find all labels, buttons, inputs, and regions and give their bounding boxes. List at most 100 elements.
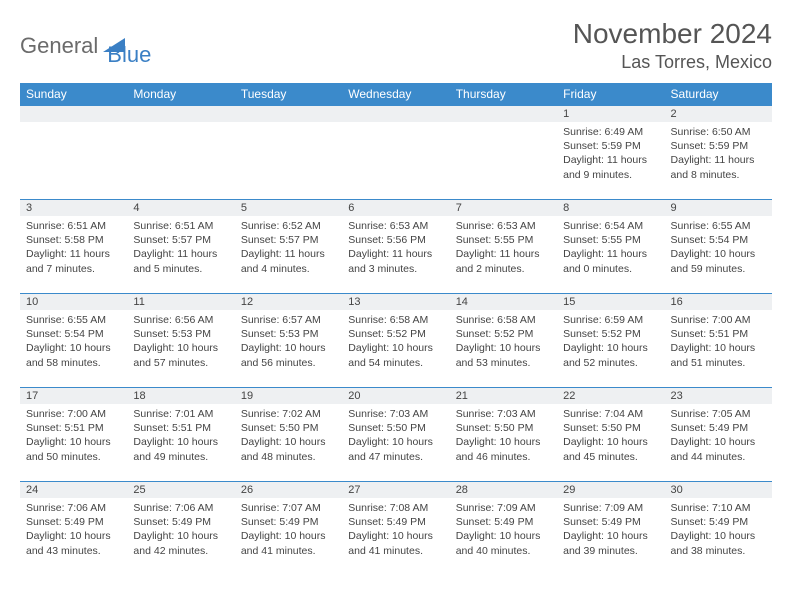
day-details (127, 122, 234, 131)
calendar-day-cell (235, 106, 342, 200)
sunset-text: Sunset: 5:54 PM (671, 233, 766, 247)
sunrise-text: Sunrise: 6:54 AM (563, 219, 658, 233)
daylight-text: Daylight: 10 hours and 38 minutes. (671, 529, 766, 557)
day-number: 16 (665, 294, 772, 310)
day-details: Sunrise: 6:55 AMSunset: 5:54 PMDaylight:… (665, 216, 772, 282)
calendar-table: Sunday Monday Tuesday Wednesday Thursday… (20, 83, 772, 576)
day-header: Tuesday (235, 83, 342, 106)
day-details: Sunrise: 6:51 AMSunset: 5:57 PMDaylight:… (127, 216, 234, 282)
calendar-day-cell: 18Sunrise: 7:01 AMSunset: 5:51 PMDayligh… (127, 388, 234, 482)
header: General Blue November 2024 Las Torres, M… (20, 18, 772, 73)
day-details: Sunrise: 6:59 AMSunset: 5:52 PMDaylight:… (557, 310, 664, 376)
day-header: Saturday (665, 83, 772, 106)
calendar-week-row: 1Sunrise: 6:49 AMSunset: 5:59 PMDaylight… (20, 106, 772, 200)
calendar-day-cell: 13Sunrise: 6:58 AMSunset: 5:52 PMDayligh… (342, 294, 449, 388)
sunset-text: Sunset: 5:49 PM (241, 515, 336, 529)
sunset-text: Sunset: 5:49 PM (133, 515, 228, 529)
day-details: Sunrise: 7:01 AMSunset: 5:51 PMDaylight:… (127, 404, 234, 470)
title-block: November 2024 Las Torres, Mexico (573, 18, 772, 73)
day-number: 9 (665, 200, 772, 216)
sunrise-text: Sunrise: 6:51 AM (26, 219, 121, 233)
day-number (127, 106, 234, 122)
calendar-day-cell: 14Sunrise: 6:58 AMSunset: 5:52 PMDayligh… (450, 294, 557, 388)
daylight-text: Daylight: 11 hours and 3 minutes. (348, 247, 443, 275)
sunrise-text: Sunrise: 7:00 AM (671, 313, 766, 327)
sunset-text: Sunset: 5:49 PM (26, 515, 121, 529)
day-number: 15 (557, 294, 664, 310)
sunset-text: Sunset: 5:53 PM (241, 327, 336, 341)
day-details: Sunrise: 7:07 AMSunset: 5:49 PMDaylight:… (235, 498, 342, 564)
day-number: 21 (450, 388, 557, 404)
daylight-text: Daylight: 10 hours and 53 minutes. (456, 341, 551, 369)
sunset-text: Sunset: 5:50 PM (456, 421, 551, 435)
calendar-day-cell (450, 106, 557, 200)
daylight-text: Daylight: 10 hours and 56 minutes. (241, 341, 336, 369)
calendar-day-cell (20, 106, 127, 200)
day-details (450, 122, 557, 131)
sunset-text: Sunset: 5:51 PM (133, 421, 228, 435)
daylight-text: Daylight: 10 hours and 52 minutes. (563, 341, 658, 369)
sunset-text: Sunset: 5:50 PM (348, 421, 443, 435)
sunset-text: Sunset: 5:52 PM (456, 327, 551, 341)
day-number: 8 (557, 200, 664, 216)
logo-text-blue: Blue (107, 42, 151, 68)
calendar-day-cell: 4Sunrise: 6:51 AMSunset: 5:57 PMDaylight… (127, 200, 234, 294)
day-details: Sunrise: 7:09 AMSunset: 5:49 PMDaylight:… (557, 498, 664, 564)
daylight-text: Daylight: 11 hours and 0 minutes. (563, 247, 658, 275)
day-details: Sunrise: 7:06 AMSunset: 5:49 PMDaylight:… (127, 498, 234, 564)
day-details: Sunrise: 6:51 AMSunset: 5:58 PMDaylight:… (20, 216, 127, 282)
daylight-text: Daylight: 11 hours and 9 minutes. (563, 153, 658, 181)
calendar-day-cell: 19Sunrise: 7:02 AMSunset: 5:50 PMDayligh… (235, 388, 342, 482)
day-header-row: Sunday Monday Tuesday Wednesday Thursday… (20, 83, 772, 106)
daylight-text: Daylight: 11 hours and 7 minutes. (26, 247, 121, 275)
calendar-day-cell: 6Sunrise: 6:53 AMSunset: 5:56 PMDaylight… (342, 200, 449, 294)
month-title: November 2024 (573, 18, 772, 50)
day-details: Sunrise: 7:00 AMSunset: 5:51 PMDaylight:… (20, 404, 127, 470)
day-details: Sunrise: 7:03 AMSunset: 5:50 PMDaylight:… (450, 404, 557, 470)
day-details: Sunrise: 6:53 AMSunset: 5:56 PMDaylight:… (342, 216, 449, 282)
day-number: 7 (450, 200, 557, 216)
day-details: Sunrise: 6:57 AMSunset: 5:53 PMDaylight:… (235, 310, 342, 376)
daylight-text: Daylight: 10 hours and 39 minutes. (563, 529, 658, 557)
sunset-text: Sunset: 5:52 PM (563, 327, 658, 341)
calendar-week-row: 10Sunrise: 6:55 AMSunset: 5:54 PMDayligh… (20, 294, 772, 388)
daylight-text: Daylight: 11 hours and 4 minutes. (241, 247, 336, 275)
day-number (450, 106, 557, 122)
sunset-text: Sunset: 5:59 PM (671, 139, 766, 153)
calendar-week-row: 3Sunrise: 6:51 AMSunset: 5:58 PMDaylight… (20, 200, 772, 294)
sunrise-text: Sunrise: 7:06 AM (133, 501, 228, 515)
daylight-text: Daylight: 10 hours and 44 minutes. (671, 435, 766, 463)
day-details (235, 122, 342, 131)
day-number: 1 (557, 106, 664, 122)
day-number (342, 106, 449, 122)
daylight-text: Daylight: 10 hours and 40 minutes. (456, 529, 551, 557)
day-header: Sunday (20, 83, 127, 106)
day-details: Sunrise: 7:05 AMSunset: 5:49 PMDaylight:… (665, 404, 772, 470)
daylight-text: Daylight: 10 hours and 54 minutes. (348, 341, 443, 369)
daylight-text: Daylight: 10 hours and 50 minutes. (26, 435, 121, 463)
calendar-day-cell: 20Sunrise: 7:03 AMSunset: 5:50 PMDayligh… (342, 388, 449, 482)
daylight-text: Daylight: 11 hours and 8 minutes. (671, 153, 766, 181)
calendar-day-cell: 9Sunrise: 6:55 AMSunset: 5:54 PMDaylight… (665, 200, 772, 294)
day-number: 29 (557, 482, 664, 498)
sunset-text: Sunset: 5:56 PM (348, 233, 443, 247)
sunrise-text: Sunrise: 6:49 AM (563, 125, 658, 139)
day-number: 14 (450, 294, 557, 310)
calendar-day-cell: 25Sunrise: 7:06 AMSunset: 5:49 PMDayligh… (127, 482, 234, 576)
daylight-text: Daylight: 10 hours and 45 minutes. (563, 435, 658, 463)
day-details: Sunrise: 6:54 AMSunset: 5:55 PMDaylight:… (557, 216, 664, 282)
calendar-day-cell: 7Sunrise: 6:53 AMSunset: 5:55 PMDaylight… (450, 200, 557, 294)
location-label: Las Torres, Mexico (573, 52, 772, 73)
daylight-text: Daylight: 10 hours and 41 minutes. (348, 529, 443, 557)
calendar-day-cell: 8Sunrise: 6:54 AMSunset: 5:55 PMDaylight… (557, 200, 664, 294)
day-number (20, 106, 127, 122)
sunset-text: Sunset: 5:49 PM (671, 421, 766, 435)
day-number: 25 (127, 482, 234, 498)
day-number: 22 (557, 388, 664, 404)
day-number: 3 (20, 200, 127, 216)
sunrise-text: Sunrise: 6:52 AM (241, 219, 336, 233)
day-number: 30 (665, 482, 772, 498)
day-details: Sunrise: 6:58 AMSunset: 5:52 PMDaylight:… (450, 310, 557, 376)
sunrise-text: Sunrise: 6:51 AM (133, 219, 228, 233)
calendar-day-cell: 5Sunrise: 6:52 AMSunset: 5:57 PMDaylight… (235, 200, 342, 294)
